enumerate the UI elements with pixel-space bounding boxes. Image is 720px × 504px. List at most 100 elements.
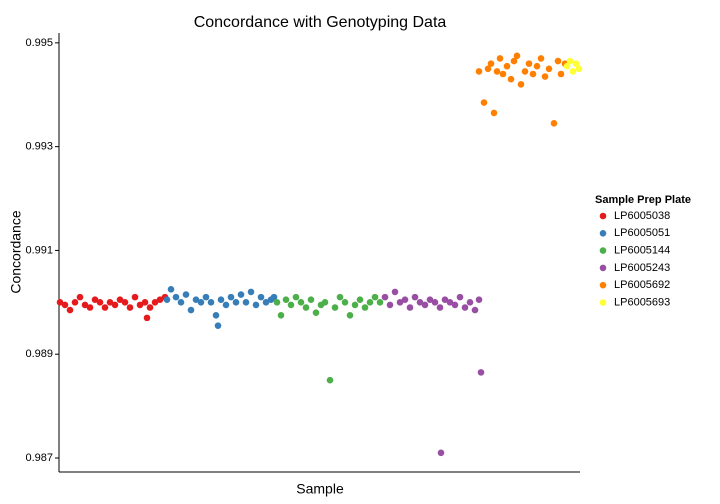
y-tick-label: 0.995 bbox=[25, 37, 53, 49]
legend-label: LP6005051 bbox=[614, 227, 670, 239]
point bbox=[262, 299, 270, 306]
point bbox=[76, 293, 84, 301]
point bbox=[163, 296, 171, 304]
legend-marker bbox=[599, 299, 607, 306]
point bbox=[326, 376, 334, 384]
point bbox=[227, 293, 235, 301]
point bbox=[376, 299, 384, 306]
point bbox=[143, 314, 151, 322]
legend-marker bbox=[599, 247, 607, 254]
point bbox=[86, 304, 94, 311]
point bbox=[529, 70, 537, 78]
point bbox=[431, 299, 439, 306]
point bbox=[461, 304, 469, 311]
legend-label: LP6005693 bbox=[614, 296, 670, 308]
point bbox=[480, 99, 488, 106]
point bbox=[336, 293, 344, 301]
y-tick-label: 0.987 bbox=[25, 452, 53, 464]
point bbox=[297, 299, 305, 306]
point bbox=[187, 306, 195, 314]
point bbox=[386, 301, 394, 309]
point bbox=[507, 75, 515, 83]
point bbox=[477, 369, 485, 376]
point bbox=[366, 299, 374, 306]
point bbox=[91, 296, 99, 304]
y-tick-label: 0.993 bbox=[25, 141, 53, 153]
point bbox=[499, 70, 507, 78]
point bbox=[466, 299, 474, 306]
point bbox=[391, 288, 399, 296]
point bbox=[212, 311, 220, 319]
point bbox=[252, 301, 260, 309]
point bbox=[242, 299, 250, 306]
point bbox=[406, 304, 414, 311]
legend-marker bbox=[599, 264, 607, 272]
point bbox=[146, 304, 154, 311]
point bbox=[475, 68, 483, 75]
point bbox=[525, 60, 533, 67]
point bbox=[141, 299, 149, 306]
point bbox=[222, 301, 230, 309]
y-tick-label: 0.991 bbox=[25, 244, 53, 256]
legend-marker bbox=[599, 281, 607, 289]
point bbox=[496, 55, 504, 62]
point bbox=[441, 296, 449, 304]
point bbox=[71, 299, 79, 306]
legend-label: LP6005243 bbox=[614, 262, 670, 274]
point bbox=[416, 299, 424, 306]
point bbox=[545, 65, 553, 73]
point bbox=[66, 306, 74, 314]
point bbox=[346, 311, 354, 319]
point bbox=[517, 81, 525, 88]
point bbox=[341, 299, 349, 306]
point bbox=[471, 306, 479, 314]
point bbox=[131, 293, 139, 301]
point bbox=[232, 299, 240, 306]
point bbox=[217, 296, 225, 304]
point bbox=[569, 68, 577, 75]
point bbox=[197, 299, 205, 306]
point bbox=[401, 296, 409, 304]
point bbox=[356, 296, 364, 304]
point bbox=[426, 296, 434, 304]
point bbox=[331, 304, 339, 311]
point bbox=[61, 301, 69, 309]
point bbox=[177, 299, 185, 306]
point bbox=[282, 296, 290, 304]
point bbox=[302, 304, 310, 311]
legend-label: LP6005144 bbox=[614, 245, 670, 257]
point bbox=[437, 449, 445, 457]
y-axis-label: Concordance bbox=[8, 210, 24, 293]
point bbox=[287, 301, 295, 309]
point bbox=[361, 304, 369, 311]
legend-marker bbox=[599, 212, 607, 220]
point bbox=[554, 57, 562, 65]
point bbox=[270, 293, 278, 301]
point bbox=[503, 62, 511, 70]
point bbox=[167, 286, 175, 293]
point bbox=[533, 62, 541, 70]
point bbox=[202, 293, 210, 301]
point bbox=[151, 299, 159, 306]
point bbox=[475, 296, 483, 304]
point bbox=[541, 73, 549, 80]
point bbox=[292, 293, 300, 301]
point bbox=[436, 304, 444, 311]
point bbox=[575, 65, 583, 73]
chart-title: Concordance with Genotyping Data bbox=[194, 14, 447, 31]
point bbox=[421, 301, 429, 309]
point bbox=[396, 299, 404, 306]
point bbox=[156, 296, 164, 304]
x-axis-label: Sample bbox=[296, 481, 344, 497]
point bbox=[446, 299, 454, 306]
point bbox=[96, 299, 104, 306]
point bbox=[56, 299, 64, 306]
point bbox=[273, 299, 281, 306]
point bbox=[456, 293, 464, 301]
point bbox=[521, 68, 529, 75]
point bbox=[126, 304, 134, 311]
point bbox=[510, 57, 518, 65]
point bbox=[563, 62, 571, 70]
point bbox=[312, 309, 320, 316]
